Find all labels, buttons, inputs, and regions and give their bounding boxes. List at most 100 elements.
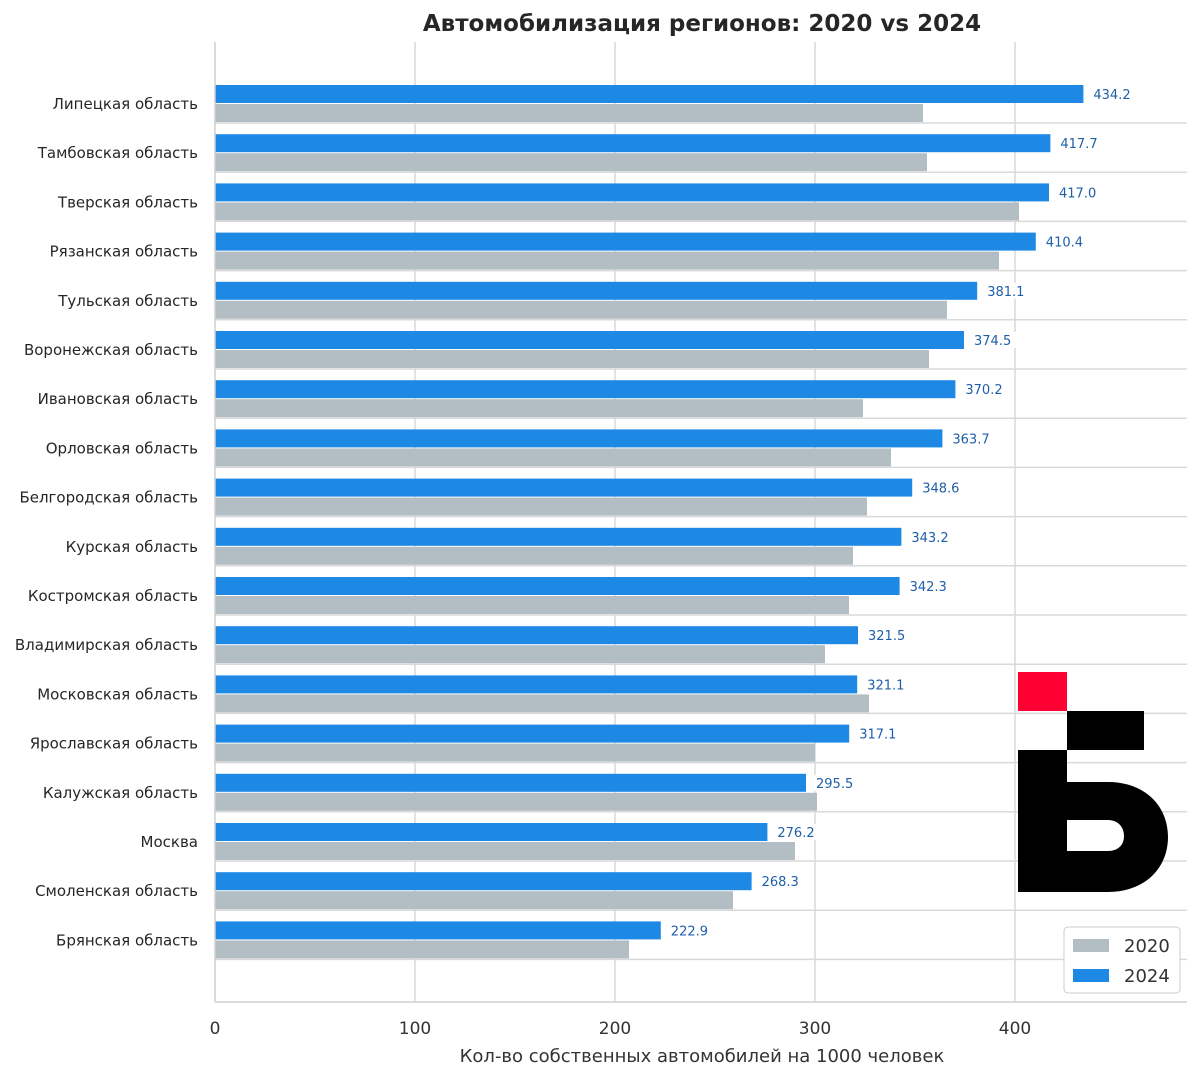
value-label-bg bbox=[810, 774, 860, 791]
bar-2024 bbox=[215, 232, 1036, 251]
bar-2024 bbox=[215, 724, 850, 743]
grid bbox=[215, 42, 1187, 1002]
bar-2024 bbox=[215, 85, 1084, 103]
category-label: Тамбовская область bbox=[37, 144, 198, 162]
bar-2020 bbox=[215, 546, 853, 565]
bar-2020 bbox=[215, 842, 795, 860]
bar-2024 bbox=[215, 626, 858, 645]
bar-2024 bbox=[215, 675, 858, 694]
bar-2020 bbox=[215, 743, 815, 762]
category-label: Ярославская область bbox=[30, 735, 198, 753]
legend-swatch bbox=[1073, 969, 1109, 982]
category-label: Смоленская область bbox=[35, 882, 198, 900]
value-label-bg bbox=[905, 528, 956, 545]
bar-2024 bbox=[215, 921, 661, 940]
category-label: Тульская область bbox=[57, 292, 198, 310]
kommersant-logo bbox=[1018, 672, 1168, 892]
bar-2020 bbox=[215, 792, 817, 811]
value-label: 410.4 bbox=[1046, 236, 1083, 251]
logo-letter-body bbox=[1018, 750, 1168, 892]
value-label-bg bbox=[862, 627, 912, 644]
bar-2020 bbox=[215, 300, 947, 319]
legend-label: 2024 bbox=[1124, 966, 1170, 987]
x-tick-label: 300 bbox=[799, 1019, 831, 1039]
category-label: Калужская область bbox=[43, 784, 198, 802]
x-tick-label: 400 bbox=[999, 1019, 1031, 1039]
value-label: 374.5 bbox=[974, 334, 1011, 349]
bars bbox=[215, 85, 1084, 959]
bar-2024 bbox=[215, 478, 913, 497]
value-label-bg bbox=[968, 332, 1018, 348]
value-label: 317.1 bbox=[859, 728, 896, 743]
value-label: 348.6 bbox=[922, 482, 959, 497]
value-label-bg bbox=[1053, 184, 1103, 201]
category-label: Рязанская область bbox=[50, 243, 198, 261]
bar-2020 bbox=[215, 350, 929, 368]
bar-2020 bbox=[215, 202, 1019, 221]
value-label-bg bbox=[946, 430, 997, 447]
value-label: 321.5 bbox=[868, 629, 905, 644]
bar-2024 bbox=[215, 380, 956, 399]
bar-2020 bbox=[215, 399, 863, 418]
bar-2024 bbox=[215, 331, 964, 349]
category-label: Орловская область bbox=[46, 439, 198, 457]
category-label: Брянская область bbox=[56, 931, 198, 949]
x-tick-label: 200 bbox=[599, 1019, 631, 1039]
bar-2024 bbox=[215, 577, 900, 595]
value-label-bg bbox=[1087, 86, 1138, 102]
value-label-bg bbox=[903, 578, 954, 594]
logo-top-bar bbox=[1067, 711, 1144, 750]
category-label: Белгородская область bbox=[19, 489, 198, 507]
value-label-bg bbox=[916, 479, 967, 496]
category-label: Липецкая область bbox=[53, 95, 198, 113]
value-label: 276.2 bbox=[777, 826, 814, 841]
value-label-bg bbox=[1054, 135, 1105, 152]
value-label-bg bbox=[1039, 233, 1090, 250]
category-label: Московская область bbox=[37, 685, 198, 703]
value-labels: 434.2 417.7 417.0 410.4 381.1 374.5 370.2 363.7… bbox=[664, 86, 1138, 939]
bar-2020 bbox=[215, 694, 869, 713]
value-label-bg bbox=[664, 922, 715, 939]
bar-2024 bbox=[215, 527, 902, 546]
legend-label: 2020 bbox=[1124, 936, 1170, 957]
chart-title: Автомобилизация регионов: 2020 vs 2024 bbox=[423, 11, 981, 37]
value-label: 268.3 bbox=[762, 875, 799, 890]
value-label-bg bbox=[755, 873, 806, 890]
legend: 2020 2024 bbox=[1063, 926, 1181, 994]
bar-2024 bbox=[215, 823, 768, 841]
bar-2020 bbox=[215, 891, 733, 910]
category-label: Костромская область bbox=[28, 587, 198, 605]
value-label: 417.7 bbox=[1060, 137, 1097, 152]
legend-swatch bbox=[1073, 939, 1109, 952]
axes bbox=[214, 42, 1187, 1003]
category-label: Москва bbox=[141, 833, 198, 851]
category-label: Ивановская область bbox=[38, 390, 198, 408]
bar-2024 bbox=[215, 773, 806, 792]
bar-2024 bbox=[215, 183, 1049, 202]
value-label: 342.3 bbox=[910, 580, 947, 595]
value-label: 381.1 bbox=[987, 285, 1024, 300]
bar-2024 bbox=[215, 872, 752, 891]
value-label: 370.2 bbox=[965, 383, 1002, 398]
bar-2024 bbox=[215, 429, 943, 448]
value-label: 417.0 bbox=[1059, 186, 1096, 201]
bar-2020 bbox=[215, 596, 849, 614]
x-tick-labels: 0 100 200 300 400 bbox=[210, 1019, 1032, 1039]
bar-2020 bbox=[215, 497, 867, 516]
category-labels: Липецкая область Тамбовская область Тверск… bbox=[15, 95, 198, 949]
value-label: 343.2 bbox=[911, 531, 948, 546]
value-label: 222.9 bbox=[671, 924, 708, 939]
x-axis-label: Кол-во собственных автомобилей на 1000 ч… bbox=[460, 1046, 945, 1067]
category-label: Воронежская область bbox=[24, 341, 198, 359]
bar-2020 bbox=[215, 645, 825, 664]
value-label-bg bbox=[771, 824, 822, 840]
logo-red-square bbox=[1018, 672, 1067, 711]
bar-2020 bbox=[215, 448, 891, 467]
category-label: Владимирская область bbox=[15, 636, 198, 654]
category-label: Тверская область bbox=[57, 193, 198, 211]
category-label: Курская область bbox=[66, 538, 198, 556]
value-label: 434.2 bbox=[1093, 88, 1130, 103]
x-tick-label: 0 bbox=[210, 1019, 221, 1039]
value-label: 321.1 bbox=[867, 678, 904, 693]
